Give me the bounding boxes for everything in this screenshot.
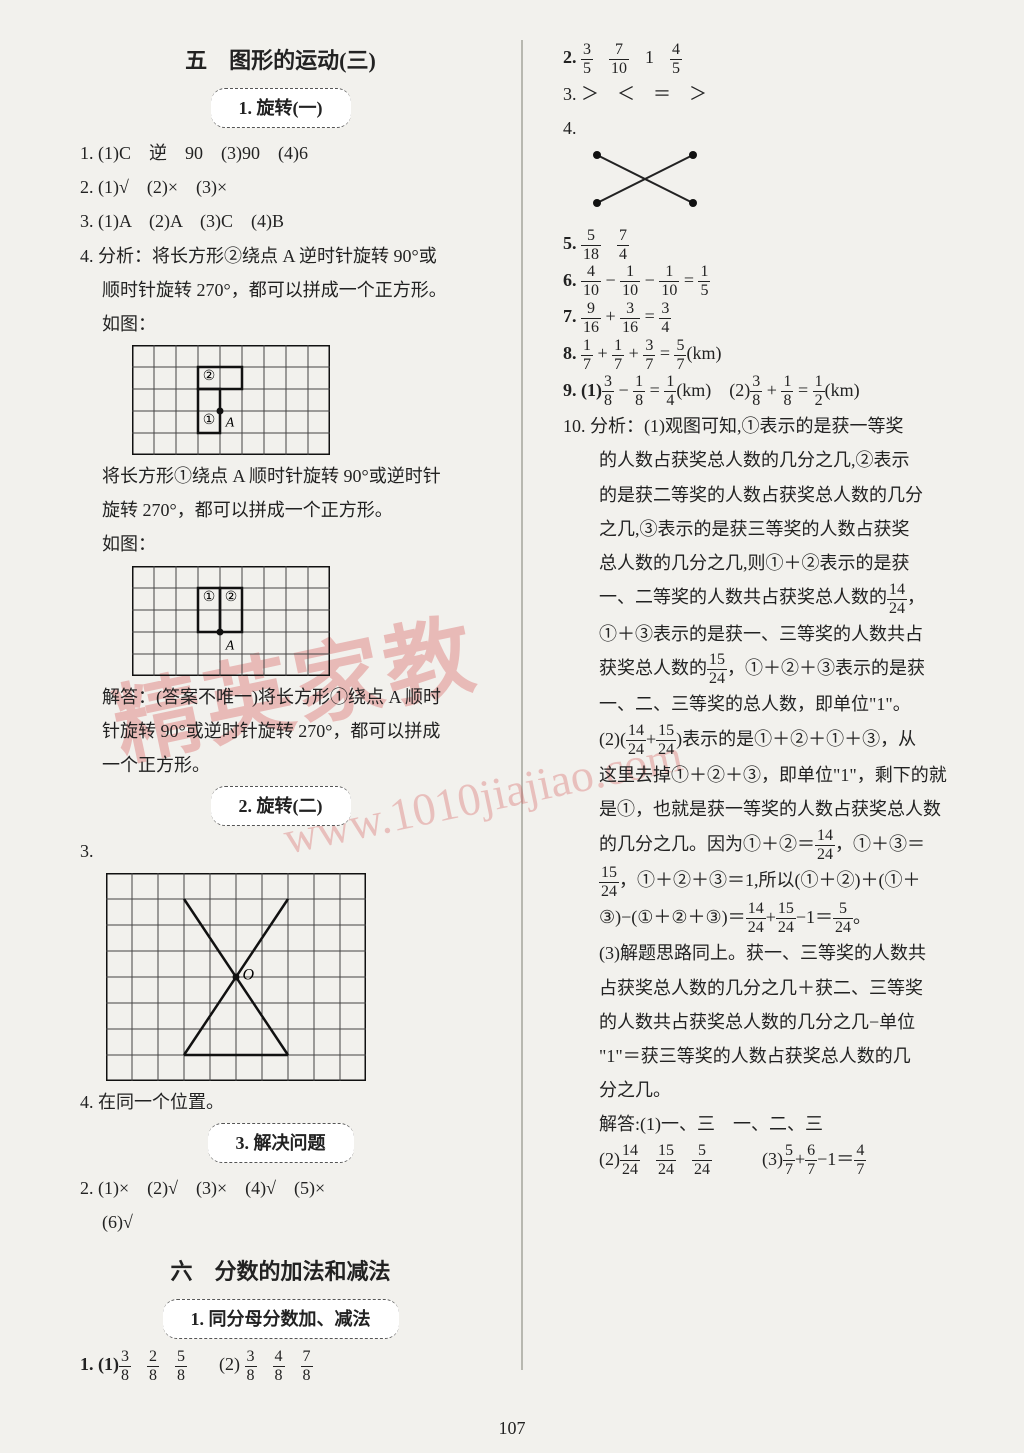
- answer-line: 3.: [80, 834, 481, 868]
- page-container: 五 图形的运动(三) 1. 旋转(一) 1. (1)C 逆 90 (3)90 (…: [0, 0, 1024, 1400]
- answer-line: 如图：: [80, 527, 481, 561]
- answer-line: 解答：(答案不唯一)将长方形①绕点 A 顺时: [80, 680, 481, 714]
- answer-line: 如图：: [80, 307, 481, 341]
- answer-line: 这里去掉①＋②＋③，即单位"1"，剩下的就: [563, 758, 964, 792]
- answer-line: 4. 在同一个位置。: [80, 1085, 481, 1119]
- answer-line: ①＋③表示的是获一、三等奖的人数共占: [563, 617, 964, 651]
- answer-line: 顺时针旋转 270°，都可以拼成一个正方形。: [80, 273, 481, 307]
- answer-line: 2. 35710145: [563, 40, 964, 77]
- svg-text:②: ②: [225, 590, 238, 605]
- answer-line: ③)−(①＋②＋③)＝1424+1524−1＝524。: [563, 900, 964, 937]
- answer-line: 之几,③表示的是获三等奖的人数占获奖: [563, 512, 964, 546]
- answer-line: 3. ＞ ＜ ＝ ＞: [563, 77, 964, 111]
- answer-line: 分之几。: [563, 1073, 964, 1107]
- answer-line: 是①，也就是获一等奖的人数占获奖总人数: [563, 792, 964, 826]
- section-3-title: 3. 解决问题: [208, 1123, 354, 1163]
- answer-line: 的几分之几。因为①＋②＝1424，①＋③＝: [563, 827, 964, 864]
- chapter-6-title: 六 分数的加法和减法: [80, 1251, 481, 1293]
- answer-line: 1. (1)382858(2) 384878: [80, 1347, 481, 1384]
- svg-text:A: A: [225, 638, 235, 653]
- answer-line: (3)解题思路同上。获一、三等奖的人数共: [563, 936, 964, 970]
- svg-text:A: A: [225, 416, 235, 431]
- answer-line: (6)√: [80, 1205, 481, 1239]
- answer-line: 2. (1)√ (2)× (3)×: [80, 170, 481, 204]
- answer-line: 1524，①＋②＋③＝1,所以(①＋②)＋(①＋: [563, 863, 964, 900]
- column-divider: [521, 40, 523, 1370]
- answer-line: 一、二等奖的人数共占获奖总人数的1424，: [563, 580, 964, 617]
- answer-line: 6. 410 − 110 − 110 = 15: [563, 263, 964, 300]
- grid-figure-2: ①② A: [132, 566, 481, 676]
- answer-line: 2. (1)× (2)√ (3)× (4)√ (5)×: [80, 1171, 481, 1205]
- svg-text:①: ①: [203, 413, 216, 428]
- answer-line: 7. 916 + 316 = 34: [563, 299, 964, 336]
- section-4-title: 1. 同分母分数加、减法: [163, 1299, 399, 1339]
- answer-line: 解答:(1)一、三 一、二、三: [563, 1107, 964, 1141]
- svg-text:①: ①: [203, 590, 216, 605]
- grid-figure-3: O: [106, 873, 481, 1081]
- answer-line: 8. 17 + 17 + 37 = 57(km): [563, 336, 964, 373]
- answer-line: (2)(1424+1524)表示的是①＋②＋①＋③，从: [563, 722, 964, 759]
- answer-line: 获奖总人数的1524，①＋②＋③表示的是获: [563, 651, 964, 688]
- answer-line: 的是获二等奖的人数占获奖总人数的几分: [563, 478, 964, 512]
- answer-line: 5. 51874: [563, 226, 964, 263]
- page-number: 107: [0, 1418, 1024, 1439]
- section-2-title: 2. 旋转(二): [211, 786, 351, 826]
- answer-line: 3. (1)A (2)A (3)C (4)B: [80, 204, 481, 238]
- answer-line: (2)14241524524(3)57+67−1＝47: [563, 1142, 964, 1179]
- answer-line: 10. 分析：(1)观图可知,①表示的是获一等奖: [563, 409, 964, 443]
- chapter-5-title: 五 图形的运动(三): [80, 40, 481, 82]
- right-column: 2. 35710145 3. ＞ ＜ ＝ ＞ 4. 5. 51874 6. 41…: [563, 40, 964, 1370]
- answer-line: 一、二、三等奖的总人数，即单位"1"。: [563, 687, 964, 721]
- section-2-title-wrap: 2. 旋转(二): [80, 786, 481, 826]
- left-column: 五 图形的运动(三) 1. 旋转(一) 1. (1)C 逆 90 (3)90 (…: [80, 40, 481, 1370]
- answer-line: 的人数占获奖总人数的几分之几,②表示: [563, 443, 964, 477]
- section-1-title-wrap: 1. 旋转(一): [80, 88, 481, 128]
- svg-text:②: ②: [203, 369, 216, 384]
- answer-line: 旋转 270°，都可以拼成一个正方形。: [80, 493, 481, 527]
- answer-line: 4. 分析：将长方形②绕点 A 逆时针旋转 90°或: [80, 239, 481, 273]
- svg-text:O: O: [243, 966, 255, 983]
- matching-cross-figure: [585, 145, 964, 226]
- answer-line: 9. (1)38 − 18 = 14(km) (2)38 + 18 = 12(k…: [563, 373, 964, 410]
- answer-line: 一个正方形。: [80, 748, 481, 782]
- section-4-title-wrap: 1. 同分母分数加、减法: [80, 1299, 481, 1339]
- answer-line: "1"＝获三等奖的人数占获奖总人数的几: [563, 1039, 964, 1073]
- answer-line: 将长方形①绕点 A 顺时针旋转 90°或逆时针: [80, 459, 481, 493]
- answer-line: 总人数的几分之几,则①＋②表示的是获: [563, 546, 964, 580]
- answer-line: 针旋转 90°或逆时针旋转 270°，都可以拼成: [80, 714, 481, 748]
- section-1-title: 1. 旋转(一): [211, 88, 351, 128]
- grid-figure-1: ② ①A: [132, 345, 481, 455]
- answer-line: 4.: [563, 111, 964, 145]
- answer-line: 占获奖总人数的几分之几＋获二、三等奖: [563, 971, 964, 1005]
- section-3-title-wrap: 3. 解决问题: [80, 1123, 481, 1163]
- answer-line: 的人数共占获奖总人数的几分之几−单位: [563, 1005, 964, 1039]
- answer-line: 1. (1)C 逆 90 (3)90 (4)6: [80, 136, 481, 170]
